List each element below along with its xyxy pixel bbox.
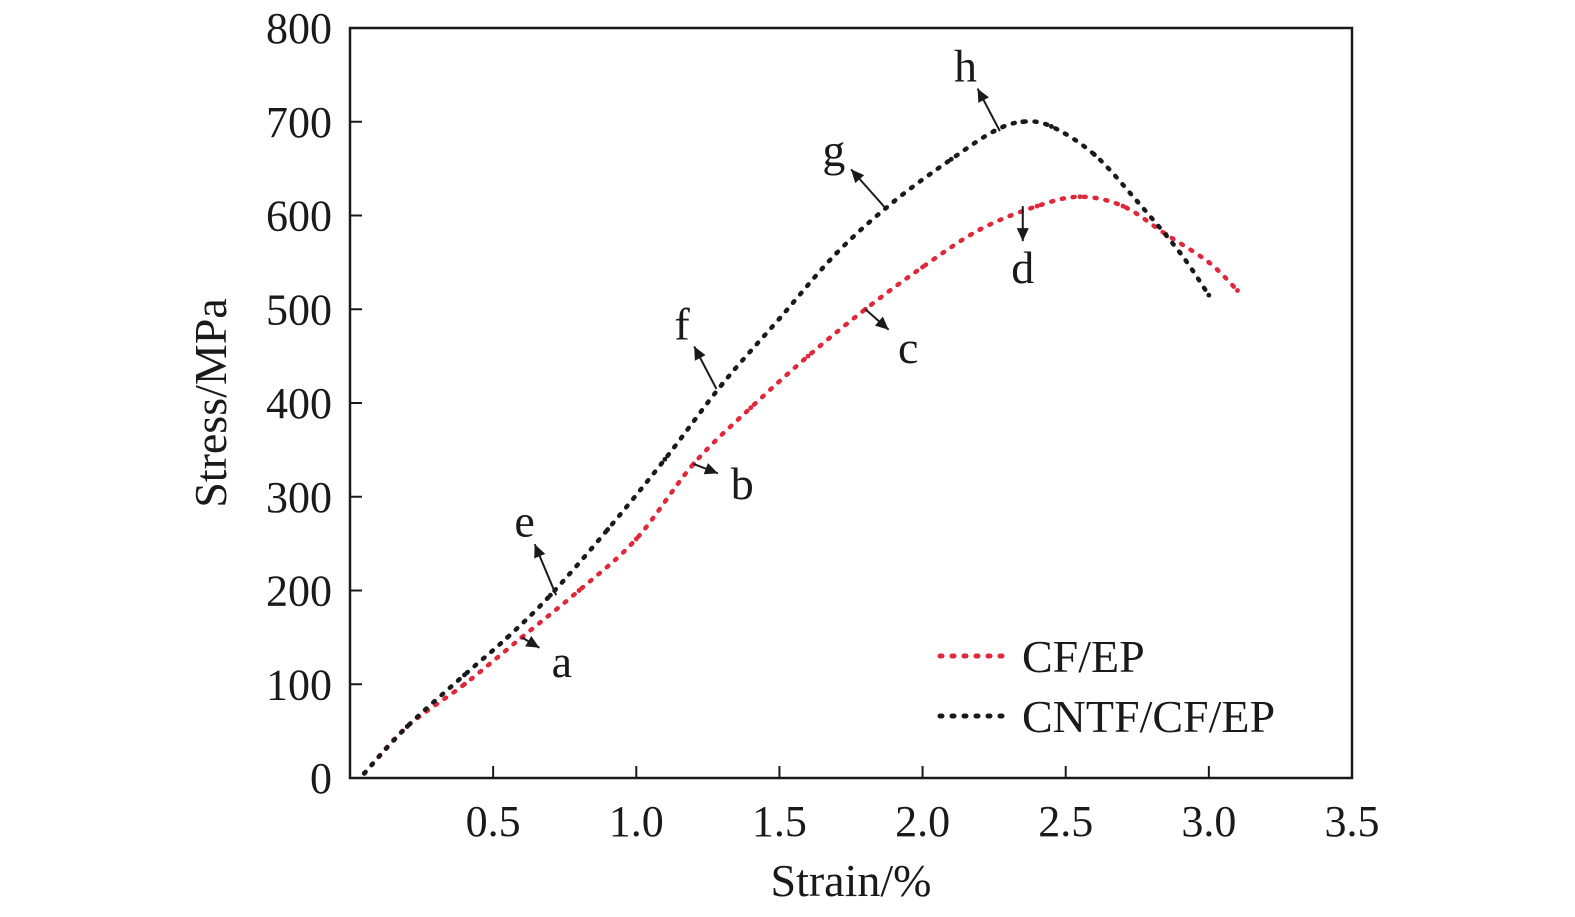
y-axis-ticks: 0 100 200 300 400 500 600 700 800	[266, 4, 362, 803]
annotation-label: b	[731, 458, 754, 509]
x-tick-label: 0.5	[466, 797, 521, 846]
data-point	[748, 405, 754, 411]
data-point	[1049, 124, 1054, 129]
data-point	[1091, 152, 1097, 157]
x-tick-label: 1.5	[752, 797, 807, 846]
legend-label: CNTF/CF/EP	[1022, 691, 1275, 742]
data-point	[1034, 203, 1040, 209]
y-tick-label: 100	[266, 660, 332, 709]
x-axis-label: Strain/%	[771, 855, 932, 906]
plot-frame	[348, 26, 1354, 780]
data-point	[605, 527, 611, 532]
y-tick-label: 600	[266, 192, 332, 241]
data-point	[576, 588, 582, 593]
x-tick-label: 3.0	[1181, 797, 1236, 846]
data-point	[404, 724, 410, 729]
legend: CF/EP CNTF/CF/EP	[937, 631, 1275, 742]
annotation-g: g	[822, 125, 887, 209]
annotation-arrow-head	[851, 169, 865, 184]
y-tick-label: 800	[266, 4, 332, 53]
data-point	[920, 264, 925, 270]
annotation-arrow-head	[874, 316, 889, 330]
annotation-a: a	[521, 635, 572, 687]
data-point	[834, 250, 840, 256]
x-axis-ticks: 0.5 1.0 1.5 2.0 2.5 3.0 3.5	[466, 766, 1380, 846]
annotation-label: f	[674, 298, 690, 349]
annotation-arrow-head	[694, 346, 706, 361]
series-cntf-cf-ep	[361, 119, 1212, 776]
annotation-label: e	[514, 495, 534, 546]
data-point	[1206, 259, 1212, 265]
data-point	[662, 456, 668, 462]
annotation-arrow-head	[977, 88, 989, 103]
y-tick-label: 500	[266, 285, 332, 334]
y-tick-label: 700	[266, 98, 332, 147]
x-tick-label: 2.5	[1038, 797, 1093, 846]
x-tick-label: 1.0	[609, 797, 664, 846]
annotation-label: h	[954, 41, 977, 92]
annotation-f: f	[674, 298, 718, 390]
data-point	[462, 681, 467, 687]
data-point	[777, 316, 782, 322]
data-point	[1134, 199, 1140, 204]
data-point	[1177, 250, 1183, 256]
data-point	[1020, 119, 1026, 125]
data-point	[948, 156, 954, 162]
legend-item: CNTF/CF/EP	[937, 691, 1275, 742]
data-point	[633, 536, 639, 542]
annotation-arrow-head	[525, 635, 540, 648]
annotation-e: e	[514, 495, 558, 596]
annotation-arrow-head	[703, 463, 718, 475]
y-tick-label: 400	[266, 379, 332, 428]
series-line	[362, 119, 1212, 776]
data-point	[1077, 194, 1083, 200]
series-cf-ep	[361, 194, 1240, 776]
data-point	[891, 199, 897, 204]
annotation-d: d	[1011, 206, 1034, 293]
data-point	[1206, 292, 1212, 298]
legend-item: CF/EP	[937, 631, 1145, 682]
legend-label: CF/EP	[1022, 631, 1145, 682]
annotation-label: g	[822, 125, 845, 176]
data-point	[548, 592, 553, 598]
x-tick-label: 2.0	[895, 797, 950, 846]
x-tick-label: 3.5	[1325, 797, 1380, 846]
data-point	[977, 227, 983, 232]
annotation-label: a	[552, 636, 572, 687]
data-point	[719, 381, 725, 387]
annotation-label: c	[898, 322, 918, 373]
data-point	[805, 353, 811, 359]
annotation-b: b	[693, 458, 754, 509]
y-tick-label: 0	[310, 754, 332, 803]
annotations-layer: a b c d e f g h	[514, 41, 1034, 687]
annotation-h: h	[954, 41, 1001, 132]
series-line	[362, 194, 1240, 776]
data-point	[991, 128, 997, 134]
annotation-c: c	[864, 308, 918, 373]
data-point	[1235, 288, 1240, 293]
y-axis-label: Stress/MPa	[185, 298, 236, 508]
y-tick-label: 300	[266, 473, 332, 522]
series-layer	[361, 119, 1240, 776]
data-point	[1120, 203, 1126, 209]
y-tick-label: 200	[266, 567, 332, 616]
data-point	[361, 770, 367, 776]
annotation-arrow-head	[534, 544, 546, 559]
annotation-label: d	[1011, 242, 1034, 293]
annotation-arrow-head	[1016, 228, 1029, 242]
data-point	[505, 634, 510, 640]
data-point	[462, 672, 467, 678]
